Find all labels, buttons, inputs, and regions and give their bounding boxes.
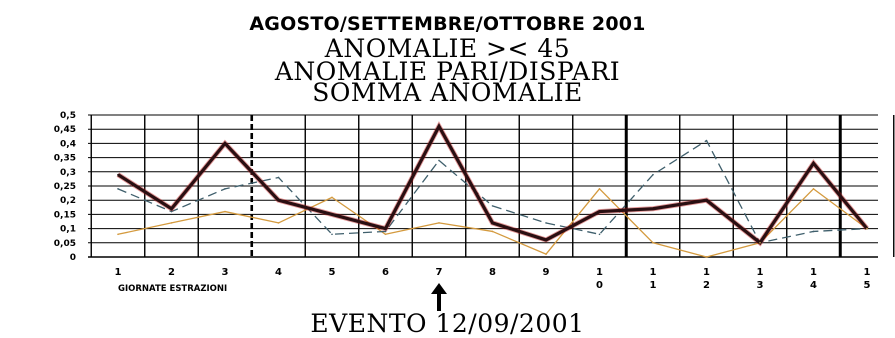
x-tick-label: 1 [650,280,657,291]
series-line-dispari [117,139,868,244]
data-point-pari [812,188,815,190]
data-point-dispari [545,222,547,224]
x-tick-label: 1 [757,267,764,278]
data-point-dispari [224,188,226,190]
y-tick-label: 0,3 [60,168,76,178]
chart-subtitle-anomalie-45: ANOMALIE >< 45 [324,34,571,63]
x-tick-label: 1 [864,267,871,278]
data-point-somma [812,162,815,165]
event-label: EVENTO 12/09/2001 [310,309,585,338]
x-tick-label: 7 [436,267,443,278]
data-point-somma [117,173,119,176]
x-tick-label: 1 [703,267,710,278]
y-tick-label: 0,25 [54,182,76,192]
chart-title: AGOSTO/SETTEMBRE/OTTOBRE 2001 [249,13,646,35]
data-point-dispari [812,230,815,233]
x-tick-label: 0 [596,280,603,291]
x-tick-label: 4 [810,280,817,291]
x-axis-label: GIORNATE ESTRAZIONI [118,284,227,294]
y-tick-label: 0,15 [54,210,76,220]
y-tick-label: 0,1 [60,225,76,235]
data-point-pari [705,256,708,258]
x-tick-label: 6 [382,267,389,278]
x-tick-label: 1 [115,267,122,278]
data-point-dispari [491,205,494,207]
data-point-pari [117,233,119,236]
x-tick-label: 2 [703,280,710,291]
x-tick-label: 2 [168,267,175,278]
data-point-dispari [331,233,333,236]
x-tick-label: 3 [757,280,764,291]
data-point-dispari [652,173,654,176]
data-point-dispari [384,230,387,233]
y-tick-label: 0,35 [54,154,76,164]
x-tick-label: 1 [810,267,817,278]
y-tick-label: 0,05 [54,239,76,249]
data-point-pari [331,196,333,199]
y-tick-label: 0 [70,253,76,263]
event-arrow-head [431,283,447,294]
x-tick-label: 9 [543,267,550,278]
data-point-pari [170,222,173,224]
data-point-somma [384,227,387,230]
data-point-pari [598,188,601,190]
data-point-somma [277,199,280,201]
x-tick-label: 8 [489,267,496,278]
data-point-pari [545,253,547,255]
data-point-pari [491,230,494,233]
data-point-dispari [117,188,119,190]
data-point-dispari [170,210,173,213]
data-point-pari [866,227,868,230]
data-point-somma [705,199,708,201]
data-point-dispari [277,176,280,179]
x-tick-label: 5 [329,267,336,278]
data-point-somma [438,125,440,128]
y-tick-label: 0,4 [60,139,76,149]
data-point-somma [224,142,226,145]
data-point-dispari [598,233,601,236]
data-point-somma [598,210,601,213]
data-point-pari [759,242,761,244]
data-point-somma [491,222,494,224]
y-tick-label: 0,5 [60,111,76,121]
data-point-somma [652,207,654,210]
data-point-somma [331,213,333,216]
data-point-dispari [438,159,440,162]
data-point-somma [545,239,547,241]
data-point-pari [224,210,226,213]
x-tick-label: 1 [650,267,657,278]
data-point-pari [384,233,387,236]
y-tick-label: 0,45 [54,125,76,135]
x-tick-label: 3 [222,267,229,278]
data-point-pari [438,222,440,224]
chart-subtitle-somma: SOMMA ANOMALIE [312,78,583,107]
x-tick-label: 5 [864,280,871,291]
x-tick-label: 4 [275,267,282,278]
chart-subtitle-pari-dispari: ANOMALIE PARI/DISPARI [274,57,621,86]
x-tick-label: 1 [596,267,603,278]
data-point-pari [277,222,280,224]
y-tick-label: 0,2 [60,196,76,206]
data-point-pari [652,242,654,244]
data-point-somma [170,207,173,210]
data-point-dispari [705,139,708,142]
